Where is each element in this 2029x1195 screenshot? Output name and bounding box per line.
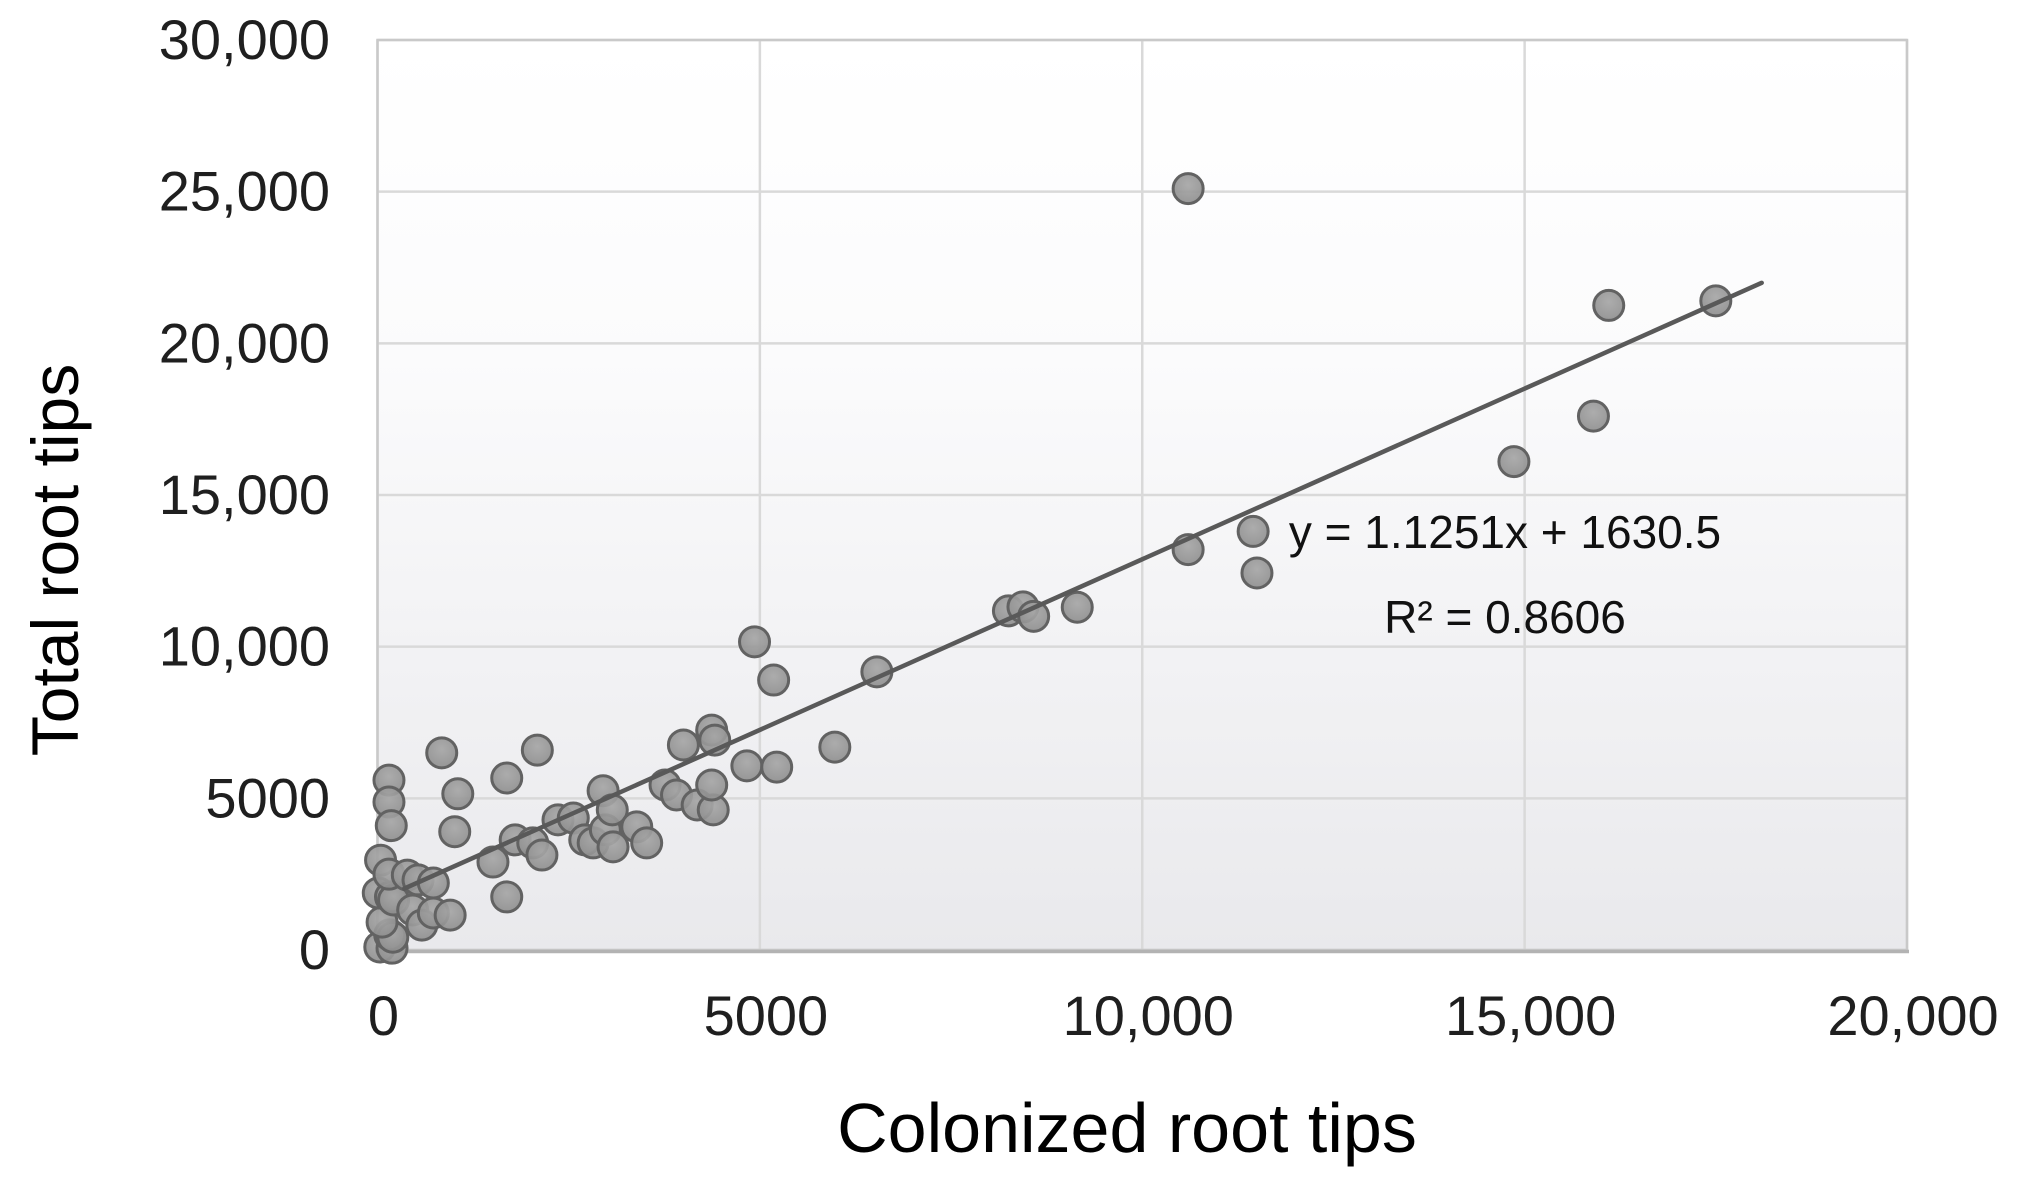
- scatter-point: [666, 728, 700, 762]
- scatter-point: [596, 830, 630, 864]
- scatter-point: [760, 750, 794, 784]
- x-tick-label: 15,000: [1445, 984, 1616, 1047]
- y-tick-label: 30,000: [159, 8, 330, 71]
- x-tick-label: 5000: [704, 984, 829, 1047]
- x-tick-label: 0: [368, 984, 399, 1047]
- scatter-point: [374, 809, 408, 843]
- scatter-point: [630, 826, 664, 860]
- trendline-equation-label: y = 1.1251x + 1630.5: [1289, 506, 1721, 558]
- scatter-point: [441, 777, 475, 811]
- scatter-point: [525, 838, 559, 872]
- trendline-group: [402, 280, 1764, 891]
- scatter-point: [1576, 399, 1610, 433]
- scatter-point: [730, 749, 764, 783]
- scatter-point: [738, 625, 772, 659]
- scatter-point: [1497, 445, 1531, 479]
- scatter-point: [438, 815, 472, 849]
- scatter-point: [1592, 288, 1626, 322]
- scatter-point: [818, 730, 852, 764]
- scatter-point: [695, 768, 729, 802]
- scatter-point: [1240, 556, 1274, 590]
- scatter-point: [425, 736, 459, 770]
- scatter-point: [1060, 590, 1094, 624]
- x-axis-title: Colonized root tips: [837, 1089, 1417, 1167]
- y-tick-label: 0: [299, 918, 330, 981]
- scatter-point: [1236, 514, 1270, 548]
- y-tick-label: 5000: [205, 766, 330, 829]
- y-tick-label: 25,000: [159, 160, 330, 223]
- scatter-point: [1171, 172, 1205, 206]
- x-tick-labels: 0 5000 10,000 15,000 20,000: [368, 984, 1999, 1047]
- x-tick-label: 20,000: [1827, 984, 1998, 1047]
- scatter-point: [490, 761, 524, 795]
- y-tick-label: 10,000: [159, 615, 330, 678]
- r-squared-label: R² = 0.8606: [1384, 591, 1626, 643]
- scatter-point: [433, 898, 467, 932]
- y-tick-label: 15,000: [159, 463, 330, 526]
- y-tick-labels: 0 5000 10,000 15,000 20,000 25,000 30,000: [159, 8, 330, 981]
- y-tick-label: 20,000: [159, 311, 330, 374]
- y-axis-title: Total root tips: [18, 364, 92, 757]
- x-tick-label: 10,000: [1063, 984, 1234, 1047]
- scatter-point: [520, 733, 554, 767]
- scatter-point: [490, 880, 524, 914]
- scatter-point: [757, 663, 791, 697]
- trendline: [402, 280, 1764, 891]
